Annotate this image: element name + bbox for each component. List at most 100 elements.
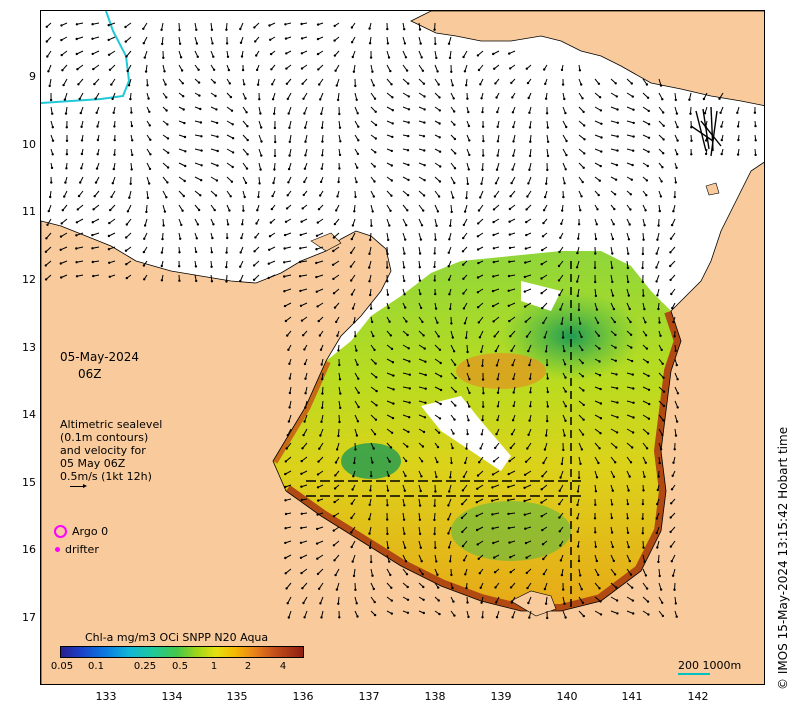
velocity-arrow-head (317, 460, 320, 463)
velocity-arrow-head (369, 238, 372, 242)
velocity-arrow-head (423, 149, 426, 152)
velocity-arrow-head (526, 447, 529, 450)
velocity-arrow-head (91, 260, 94, 264)
velocity-arrow-head (480, 97, 483, 100)
velocity-arrow-head (320, 126, 324, 129)
velocity-arrow-head (332, 292, 336, 295)
velocity-arrow-head (271, 98, 275, 101)
velocity-arrow-head (300, 52, 304, 55)
velocity-arrow-head (357, 405, 360, 409)
velocity-arrow-head (669, 530, 672, 534)
velocity-arrow-head (562, 588, 565, 591)
velocity-arrow-head (477, 209, 481, 212)
velocity-arrow-head (611, 294, 615, 297)
velocity-arrow-head (494, 82, 497, 85)
velocity-arrow-head (288, 377, 291, 380)
velocity-arrow-head (390, 194, 393, 197)
velocity-arrow-head (407, 163, 410, 167)
velocity-arrow-head (225, 280, 228, 283)
velocity-arrow-head (449, 307, 452, 311)
velocity-arrow-head (658, 461, 661, 465)
velocity-arrow-head (241, 223, 244, 226)
velocity-arrow-head (581, 361, 584, 365)
velocity-arrow-head (195, 237, 198, 240)
velocity-arrow-head (108, 221, 111, 225)
velocity-arrow-head (231, 137, 235, 140)
velocity-arrow-head (287, 616, 290, 619)
x-tick-label: 140 (556, 690, 578, 703)
velocity-arrow-head (386, 504, 389, 507)
velocity-arrow-head (212, 223, 215, 226)
velocity-arrow-head (598, 179, 601, 182)
velocity-arrow-head (453, 363, 457, 366)
velocity-arrow-head (91, 247, 94, 250)
velocity-arrow-head (389, 209, 392, 212)
velocity-arrow-head (368, 532, 371, 535)
velocity-arrow-head (91, 23, 94, 26)
velocity-arrow-head (418, 518, 422, 521)
velocity-arrow-head (543, 587, 547, 591)
velocity-arrow-head (475, 514, 478, 518)
velocity-arrow-head (319, 602, 322, 605)
velocity-arrow-head (564, 419, 567, 422)
velocity-arrow-head (407, 108, 411, 111)
velocity-arrow-head (461, 502, 464, 506)
velocity-arrow-head (195, 279, 198, 283)
velocity-arrow-head (321, 377, 324, 381)
velocity-arrow-head (542, 209, 546, 212)
velocity-arrow-head (288, 140, 291, 143)
velocity-arrow-head (303, 180, 306, 184)
velocity-arrow-head (390, 347, 394, 351)
velocity-arrow-head (356, 112, 359, 115)
velocity-arrow-head (641, 502, 645, 506)
velocity-arrow-head (662, 152, 665, 155)
velocity-arrow-head (481, 378, 485, 381)
velocity-arrow-head (493, 335, 496, 338)
velocity-arrow-head (195, 28, 198, 31)
velocity-arrow-head (351, 224, 355, 227)
velocity-arrow-head (595, 476, 599, 479)
velocity-arrow-head (419, 306, 423, 310)
velocity-arrow-head (661, 433, 664, 437)
velocity-arrow-head (582, 110, 585, 114)
velocity-arrow-head (511, 111, 515, 114)
velocity-arrow-head (600, 150, 603, 153)
velocity-arrow-head (267, 276, 270, 280)
velocity-arrow-head (108, 68, 112, 71)
map-panel[interactable] (40, 10, 765, 685)
velocity-arrow-head (273, 126, 277, 130)
velocity-arrow-head (44, 250, 48, 253)
velocity-arrow-head (468, 153, 471, 157)
velocity-arrow-head (420, 224, 424, 227)
velocity-arrow-head (462, 236, 465, 240)
velocity-arrow-head (420, 56, 423, 59)
velocity-arrow-head (496, 125, 499, 128)
velocity-arrow-head (512, 391, 515, 394)
velocity-arrow-head (109, 208, 112, 212)
velocity-arrow-head (304, 126, 307, 129)
velocity-arrow-head (560, 573, 564, 577)
velocity-arrow-head (655, 266, 658, 269)
velocity-arrow-head (543, 68, 546, 71)
velocity-arrow-head (615, 387, 619, 390)
velocity-arrow-head (582, 614, 585, 618)
velocity-arrow-head (452, 600, 455, 603)
velocity-arrow-head (671, 574, 675, 577)
velocity-arrow-head (215, 121, 219, 125)
velocity-arrow-head (286, 434, 289, 437)
velocity-arrow-head (253, 250, 256, 253)
velocity-arrow-head (285, 52, 288, 55)
velocity-arrow-head (523, 499, 526, 503)
velocity-arrow-head (612, 475, 616, 478)
velocity-arrow-head (46, 223, 49, 226)
velocity-arrow-head (509, 335, 512, 338)
velocity-arrow-head (670, 560, 673, 563)
velocity-arrow-head (433, 28, 436, 31)
velocity-arrow-head (659, 334, 662, 337)
velocity-arrow-head (259, 112, 262, 115)
velocity-arrow-head (594, 280, 597, 284)
velocity-arrow-head (433, 252, 436, 255)
velocity-arrow-head (230, 180, 234, 183)
velocity-arrow-head (113, 153, 116, 156)
velocity-arrow-head (646, 164, 649, 168)
